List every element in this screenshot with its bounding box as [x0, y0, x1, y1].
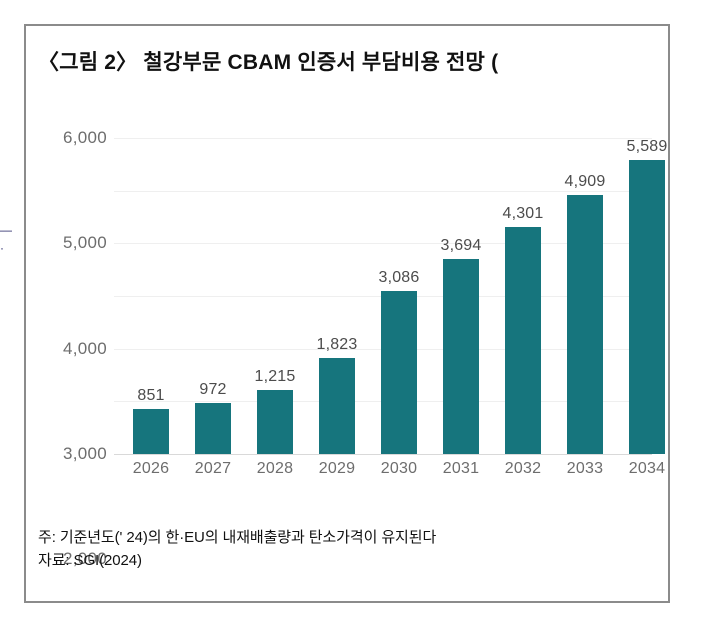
figure-container: 〈그림 2〉 철강부문 CBAM 인증서 부담비용 전망 ( 01,0002,0… — [24, 24, 670, 603]
bar-group[interactable]: 851 2026 — [120, 138, 182, 477]
y-axis-tick-label: 4,000 — [62, 338, 107, 358]
gridline: 6,000 — [63, 128, 652, 147]
figure-title: 〈그림 2〉 철강부문 CBAM 인증서 부담비용 전망 ( — [38, 51, 499, 74]
x-axis-tick-label: 2030 — [380, 460, 418, 477]
axis-baseline: 0 — [114, 454, 652, 455]
bar-group[interactable]: 1,823 2029 — [306, 138, 368, 477]
left-margin-text-fragment-1: — — [0, 224, 12, 237]
bar-value-label: 4,909 — [564, 173, 606, 191]
bar-value-label: 1,823 — [316, 336, 358, 353]
x-axis-tick-label: 2034 — [628, 460, 666, 477]
bar-group[interactable]: 3,086 2030 — [368, 138, 430, 477]
bar[interactable] — [195, 402, 231, 454]
bar-value-label: 5,589 — [626, 137, 668, 155]
x-axis-tick-label: 2031 — [442, 460, 480, 477]
y-axis-tick-label: 6,000 — [62, 128, 107, 147]
bar-group[interactable]: 4,909 2033 — [554, 138, 616, 477]
x-axis-tick-label: 2028 — [256, 460, 294, 477]
footnote-line: 주: 기준년도(' 24)의 한·EU의 내재배출량과 탄소가격이 유지된다 — [38, 529, 437, 546]
footnote-line: 자료: SGI(2024) — [38, 552, 142, 569]
x-axis-tick-label: 2029 — [318, 460, 356, 477]
bar-chart: 01,0002,0003,0004,0005,0006,000851202697… — [26, 106, 668, 568]
bar-value-label: 1,215 — [254, 368, 296, 386]
bar-group[interactable]: 972 2027 — [182, 138, 244, 477]
bar[interactable] — [133, 409, 169, 454]
y-axis-tick-label: 3,000 — [62, 444, 107, 463]
plot-area: 01,0002,0003,0004,0005,0006,000851202697… — [63, 128, 667, 568]
bar-value-label: 972 — [199, 380, 227, 398]
bar[interactable] — [381, 291, 417, 454]
bar-group[interactable]: 4,301 2032 — [492, 138, 554, 477]
bar-value-label: 851 — [137, 387, 165, 405]
bar-value-label: 3,694 — [440, 237, 482, 255]
left-margin-text-fragment-2: · — [0, 242, 4, 255]
bar[interactable] — [319, 358, 355, 454]
gridline: 4,000 — [63, 243, 652, 358]
bar[interactable] — [629, 159, 665, 454]
x-axis-tick-label: 2033 — [566, 460, 604, 477]
x-axis-tick-label: 2032 — [504, 460, 542, 477]
bar[interactable] — [257, 390, 293, 454]
y-axis-tick-label: 5,000 — [62, 233, 107, 253]
bar-group[interactable]: 1,215 2028 — [244, 138, 306, 477]
y-axis-tick-label: 2,000 — [62, 549, 107, 569]
gridline: 5,000 — [63, 190, 652, 252]
x-axis-tick-label: 2026 — [132, 460, 170, 477]
bar-group[interactable]: 3,694 2031 — [430, 138, 492, 477]
bar-value-label: 3,086 — [378, 269, 420, 287]
bar[interactable] — [443, 259, 479, 454]
x-axis-tick-label: 2027 — [194, 460, 232, 477]
bar[interactable] — [505, 227, 541, 454]
bar-group[interactable]: 5,589 2034 — [616, 137, 668, 477]
bar-value-label: 4,301 — [502, 205, 544, 223]
bar[interactable] — [567, 195, 603, 454]
